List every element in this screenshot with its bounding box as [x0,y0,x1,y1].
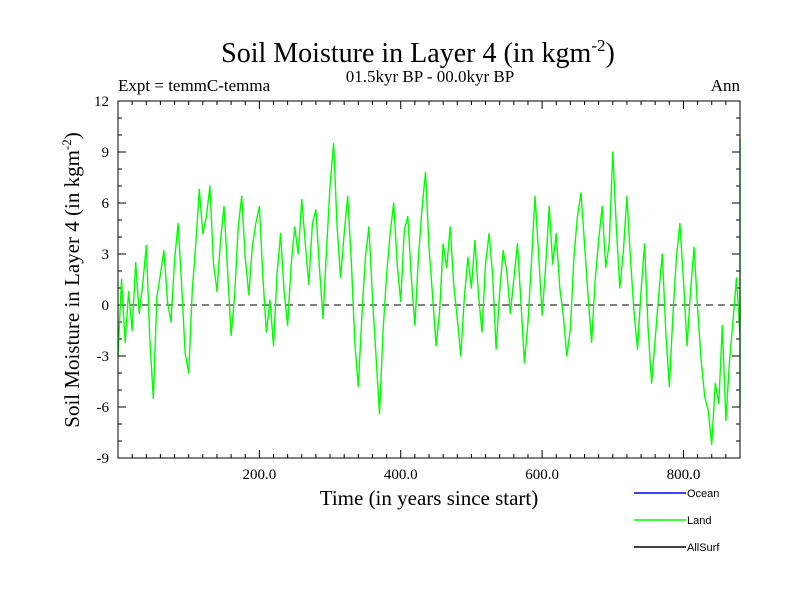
y-tick-label: 9 [102,145,110,161]
chart-subtitle: 01.5kyr BP - 00.0kyr BP [346,67,514,86]
y-tick-label: -9 [97,451,110,467]
plot-area: -9 -6 -3 0 3 6 9 12 200.0 400.0 600.0 800.0 [94,94,741,483]
y-axis-label-superscript: -2 [59,139,74,150]
chart-title: Soil Moisture in Layer 4 (in kgm-2) [221,36,615,69]
chart-title-superscript: -2 [591,36,605,55]
x-axis-label: Time (in years since start) [320,486,539,510]
season-label: Ann [711,76,741,95]
y-tick-label: 12 [94,94,109,110]
y-tick-label: 6 [102,196,110,212]
plot-frame [117,100,741,459]
legend-label-land: Land [687,515,711,527]
x-tick-label: 400.0 [384,467,418,483]
y-axis-label-close: ) [60,132,84,139]
x-tick-label: 600.0 [525,467,559,483]
tick-marks [118,100,740,459]
y-tick-label: 3 [102,247,110,263]
x-tick-label: 200.0 [242,467,276,483]
experiment-label: Expt = temmC-temma [118,76,271,95]
legend-label-ocean: Ocean [687,488,719,500]
y-tick-label: -6 [97,400,110,416]
legend-label-allsurf: AllSurf [687,542,720,554]
series-layer [117,137,741,446]
y-axis-label-main: Soil Moisture in Layer 4 (in kgm [60,150,84,428]
tick-labels: -9 -6 -3 0 3 6 9 12 200.0 400.0 600.0 800.0 [94,94,700,483]
x-tick-label: 800.0 [667,467,701,483]
y-tick-label: -3 [97,349,110,365]
y-axis-label: Soil Moisture in Layer 4 (in kgm-2) [59,132,84,427]
chart-title-main: Soil Moisture in Layer 4 (in kgm [221,38,591,69]
y-tick-label: 0 [102,298,110,314]
series-line-land [117,137,741,446]
legend: Ocean Land AllSurf [634,488,720,554]
chart-title-close: ) [606,38,615,69]
